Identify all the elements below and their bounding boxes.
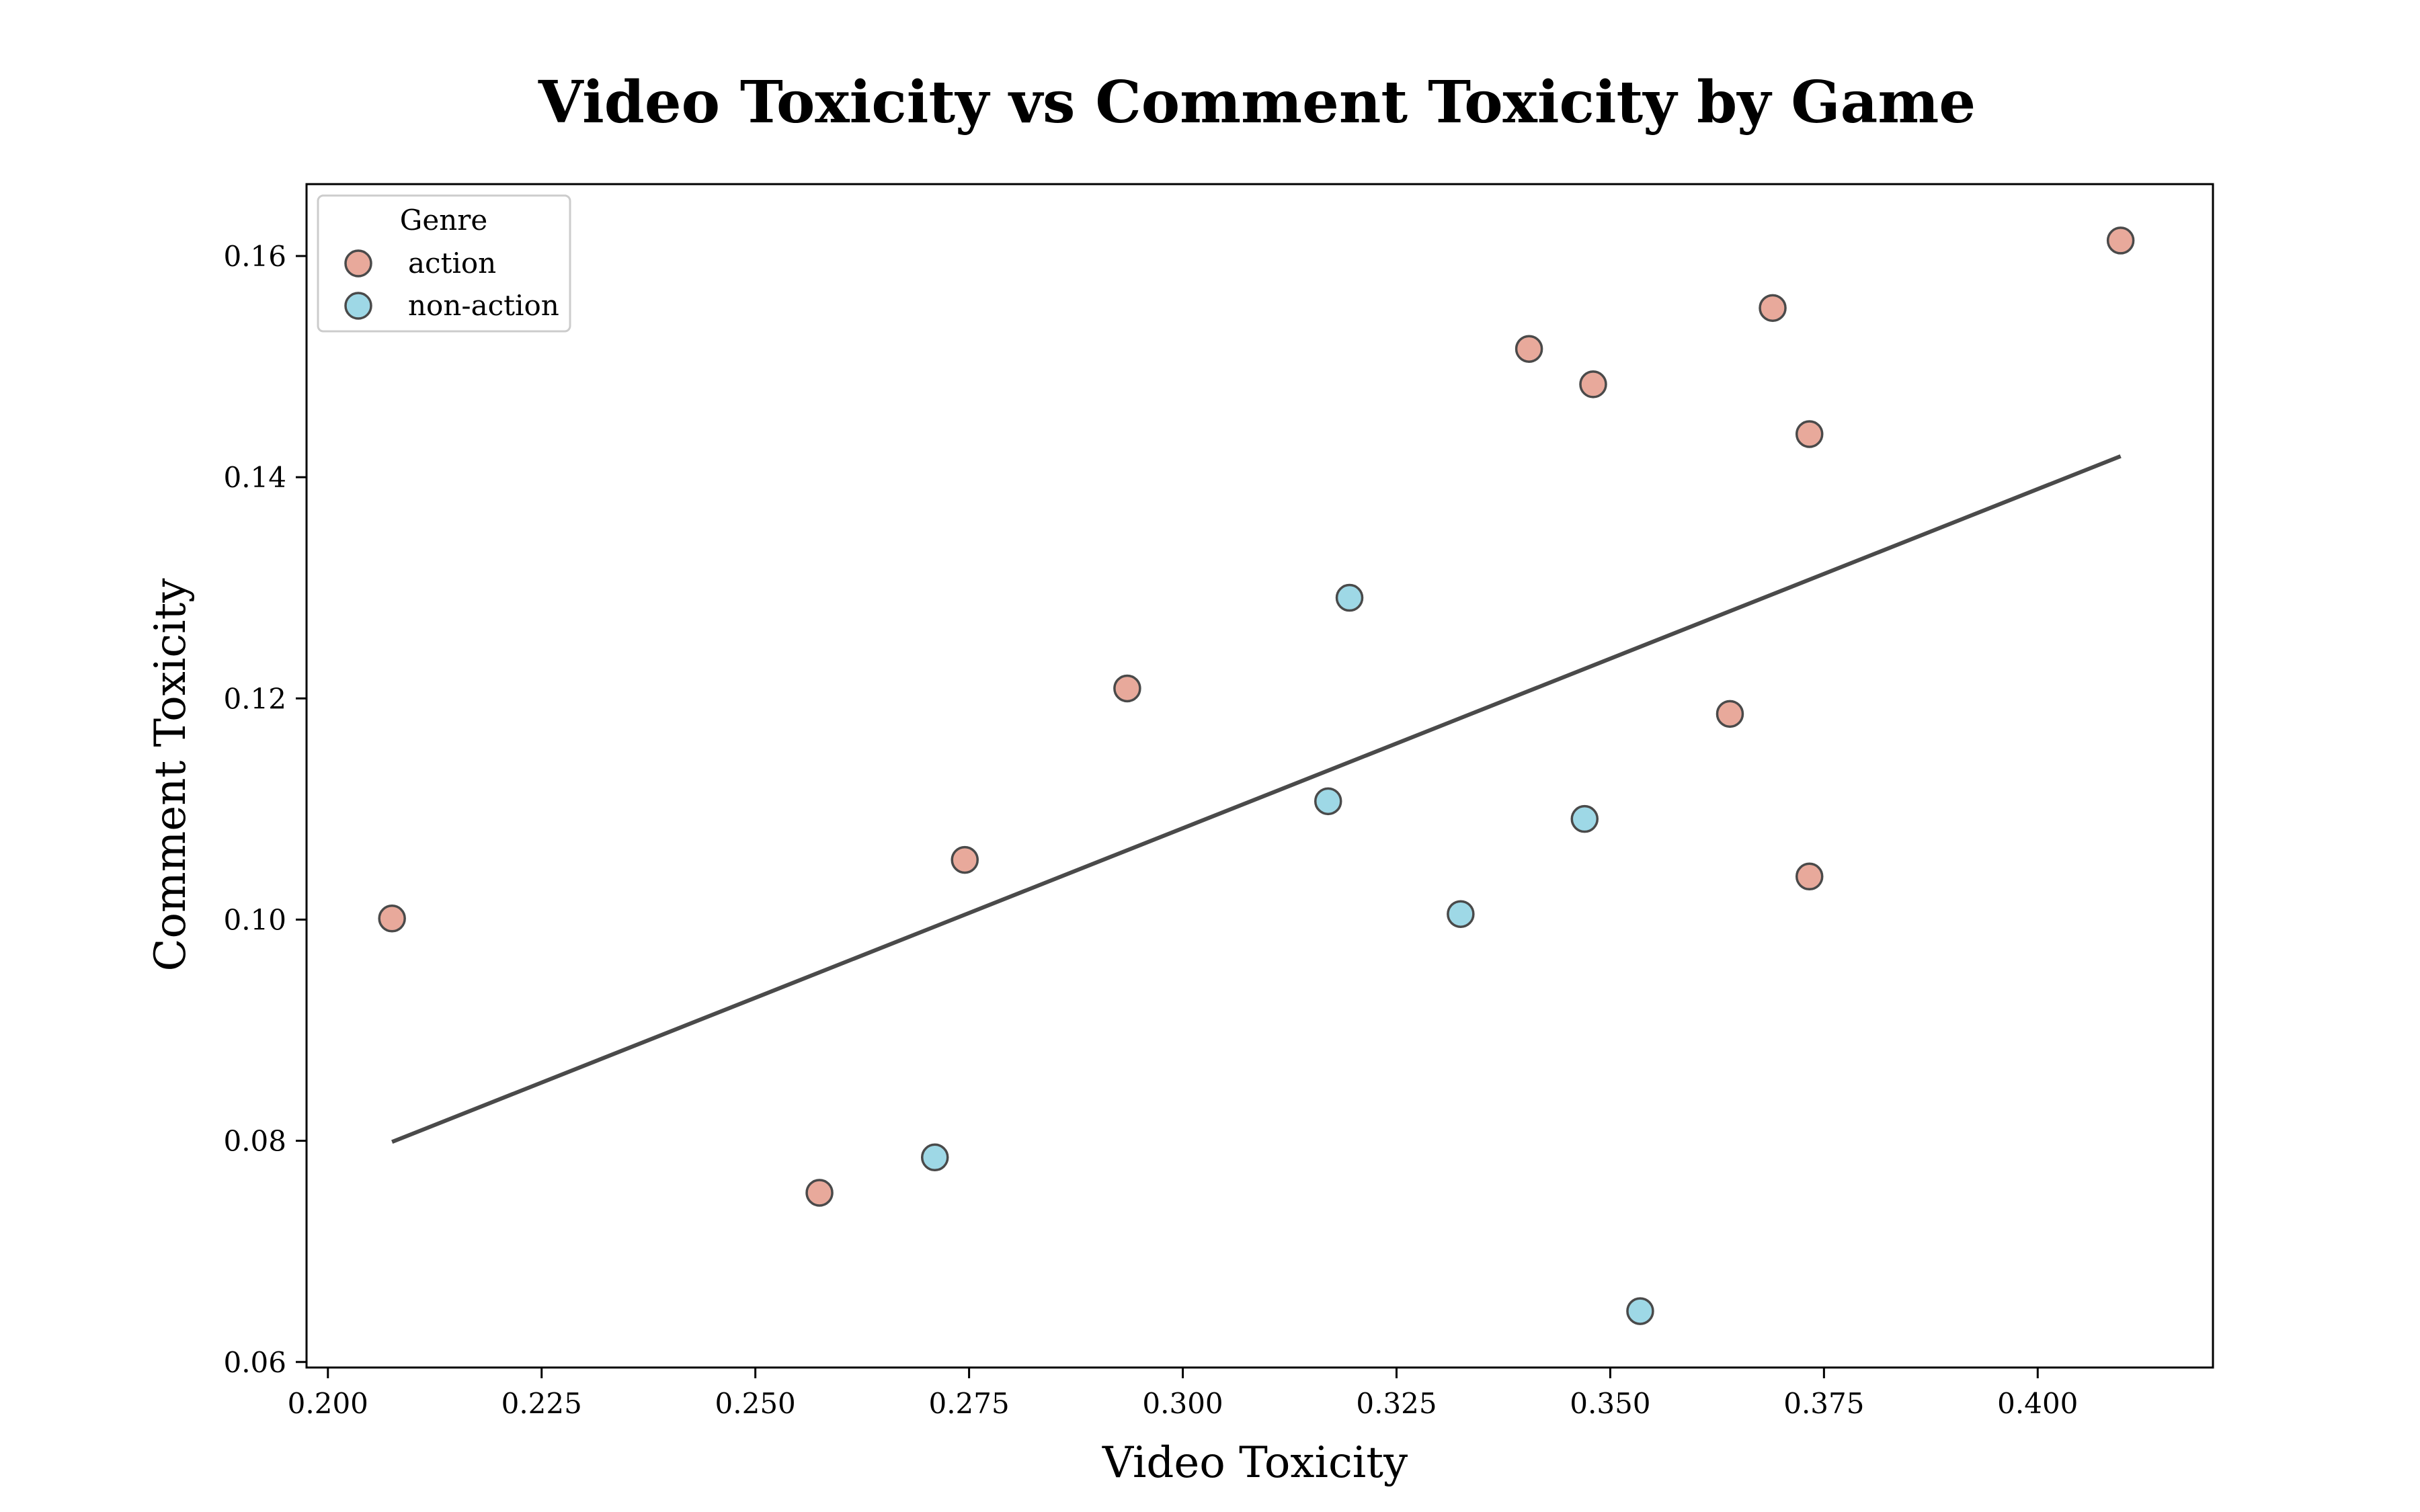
legend: Genre action non-action [317, 194, 571, 333]
x-tick-label: 0.200 [288, 1387, 368, 1420]
legend-title: Genre [400, 204, 487, 237]
y-axis-label: Comment Toxicity [146, 578, 196, 971]
x-tick-label: 0.275 [928, 1387, 1009, 1420]
plot-area: 0.200 0.225 0.250 0.275 0.300 0.325 0.350 0.375… [223, 183, 2214, 1420]
y-tick-label: 0.12 [223, 682, 286, 715]
data-point [1716, 700, 1744, 728]
data-point [1113, 674, 1141, 703]
data-point [1335, 583, 1364, 612]
y-tick-label: 0.08 [223, 1125, 286, 1158]
chart-title: Video Toxicity vs Comment Toxicity by Ga… [538, 69, 1976, 136]
data-point [1626, 1297, 1654, 1325]
trend-line [391, 454, 2122, 1144]
x-tick-label: 0.250 [715, 1387, 796, 1420]
legend-marker-action [344, 249, 372, 278]
data-point [1570, 804, 1599, 833]
data-point [1795, 420, 1824, 448]
x-axis-label: Video Toxicity [1102, 1438, 1408, 1488]
x-tick-label: 0.325 [1356, 1387, 1437, 1420]
data-point [920, 1143, 949, 1172]
data-point [1759, 294, 1787, 323]
data-point [805, 1179, 834, 1207]
y-tick-label: 0.06 [223, 1346, 286, 1379]
x-tick-label: 0.375 [1783, 1387, 1864, 1420]
x-tick-label: 0.350 [1570, 1387, 1650, 1420]
data-point [1515, 335, 1543, 363]
y-tick-label: 0.10 [223, 903, 286, 936]
data-point [1579, 370, 1607, 398]
series-action [378, 226, 2135, 1207]
y-tick-label: 0.16 [223, 240, 286, 273]
axes-frame [305, 183, 2214, 1369]
data-point [2106, 226, 2135, 255]
data-point [951, 845, 979, 874]
y-tick-label: 0.14 [223, 461, 286, 494]
legend-label-action: action [408, 247, 496, 280]
x-tick-label: 0.300 [1142, 1387, 1223, 1420]
data-point [1314, 787, 1342, 816]
x-tick-label: 0.225 [501, 1387, 582, 1420]
legend-marker-non-action [344, 292, 372, 320]
legend-label-non-action: non-action [408, 289, 559, 322]
data-point [1795, 862, 1824, 891]
legend-box [317, 194, 571, 333]
x-tick-label: 0.400 [1997, 1387, 2078, 1420]
data-point [1447, 900, 1475, 928]
series-non-action [920, 583, 1654, 1325]
data-point [378, 905, 406, 933]
